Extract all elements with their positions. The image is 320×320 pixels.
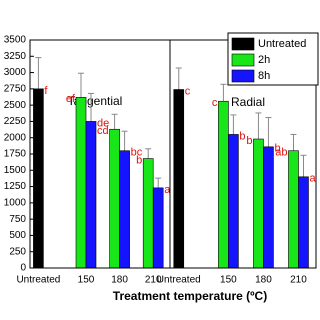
bar [109, 128, 120, 269]
bar [218, 100, 229, 269]
y-tick-label: 1750 [4, 149, 27, 160]
x-tick-label: 150 [220, 275, 237, 286]
y-tick-label: 2750 [4, 83, 27, 94]
x-tick-label: 210 [290, 275, 307, 286]
panel-title: Radial [231, 95, 265, 109]
x-tick-label: Untreated [157, 275, 201, 286]
significance-letter: b [246, 135, 252, 147]
bar [228, 134, 239, 269]
legend-swatch [231, 69, 255, 83]
significance-letter: b [274, 143, 280, 155]
significance-letter: a [309, 173, 316, 185]
y-tick-label: 1500 [4, 165, 27, 176]
significance-letter: ab [275, 147, 287, 159]
significance-letter: de [97, 117, 109, 129]
legend-swatch [231, 53, 255, 67]
y-tick-label: 1000 [4, 197, 27, 208]
y-tick-label: 750 [9, 214, 26, 225]
significance-letter: c [185, 85, 191, 97]
significance-letter: cd [97, 125, 109, 137]
bar [152, 187, 164, 269]
significance-letter: ef [66, 93, 76, 105]
bar [75, 97, 87, 269]
y-tick-label: 2500 [4, 100, 27, 111]
bar [119, 150, 130, 269]
bar [33, 88, 44, 269]
bar [85, 121, 97, 269]
y-tick-label: 1250 [4, 181, 27, 192]
legend-swatch [231, 37, 255, 51]
x-tick-label: 180 [111, 275, 128, 286]
bar [142, 158, 154, 269]
legend-label: 2h [258, 54, 270, 66]
y-tick-label: 2250 [4, 116, 27, 127]
bar [298, 176, 309, 269]
bar [173, 89, 185, 269]
y-tick-label: 2000 [4, 132, 27, 143]
y-tick-label: 3500 [4, 35, 27, 46]
legend-label: Untreated [258, 38, 306, 50]
y-tick-label: 3250 [4, 51, 27, 62]
significance-letter: c [212, 97, 218, 109]
bar [253, 138, 264, 269]
significance-letter: bc [131, 147, 143, 159]
x-tick-label: 180 [255, 275, 272, 286]
legend-label: 8h [258, 70, 270, 82]
x-axis-title: Treatment temperature (ºC) [113, 289, 267, 303]
y-tick-label: 3000 [4, 67, 27, 78]
bar [263, 146, 274, 269]
plot-frame [29, 39, 317, 269]
significance-letter: a [164, 184, 171, 196]
x-tick-label: Untreated [16, 275, 60, 286]
x-tick-label: 210 [145, 275, 162, 286]
y-tick-label: 0 [20, 263, 26, 274]
x-tick-label: 150 [78, 275, 95, 286]
bar [288, 150, 299, 269]
y-tick-label: 500 [9, 230, 26, 241]
significance-letter: b [136, 154, 142, 166]
y-tick-label: 250 [9, 246, 26, 257]
significance-letter: f [44, 85, 48, 97]
significance-letter: b [239, 130, 245, 142]
